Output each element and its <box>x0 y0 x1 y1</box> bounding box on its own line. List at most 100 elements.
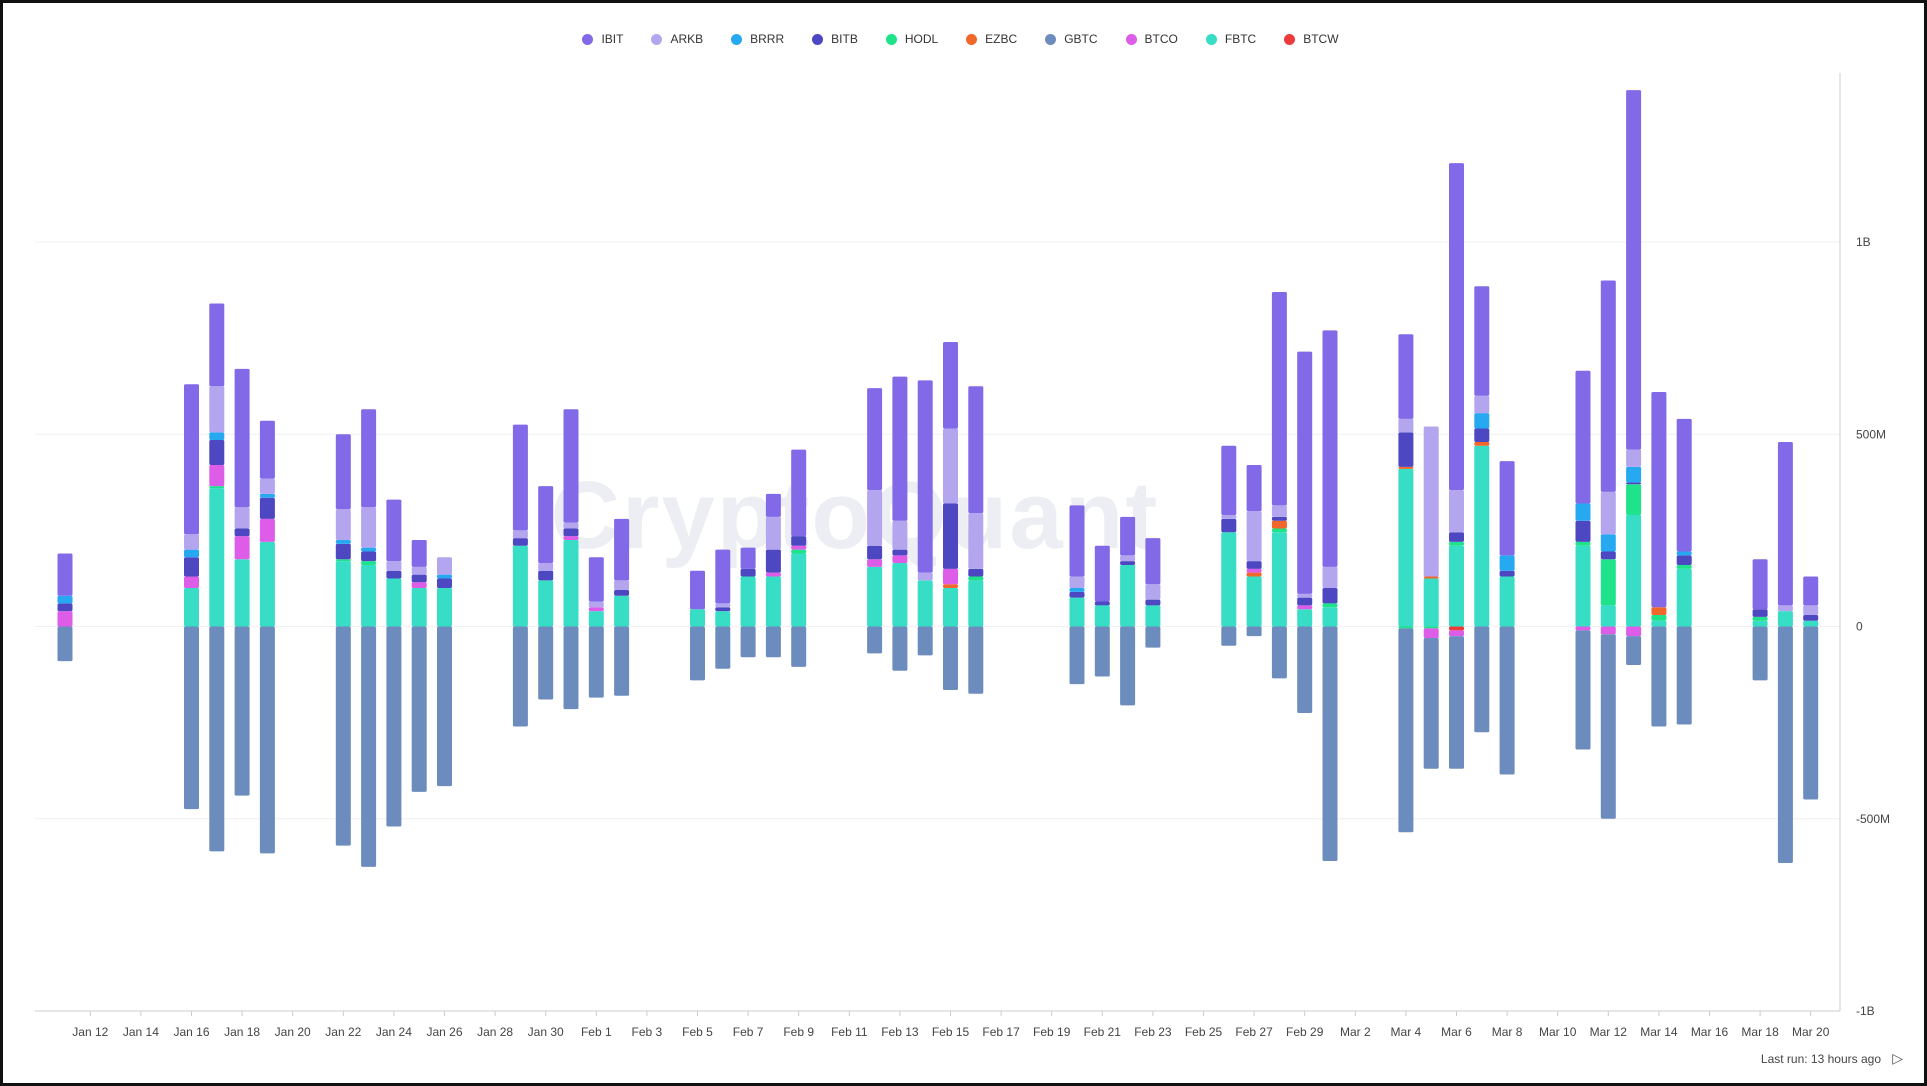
bar-segment-gbtc[interactable] <box>1803 626 1819 800</box>
bar-segment-btco[interactable] <box>1626 626 1642 637</box>
bar-segment-gbtc[interactable] <box>1322 626 1338 862</box>
bar-segment-ibit[interactable] <box>892 376 908 521</box>
bar-segment-ibit[interactable] <box>259 420 275 479</box>
bar-segment-btco[interactable] <box>563 536 579 540</box>
bar-stack-mar-6[interactable] <box>1449 163 1464 769</box>
bar-segment-arkb[interactable] <box>386 561 402 571</box>
bar-segment-btco[interactable] <box>867 559 883 567</box>
bar-segment-bitb[interactable] <box>1094 601 1110 606</box>
bar-segment-hodl[interactable] <box>968 576 984 581</box>
bar-segment-arkb[interactable] <box>614 580 630 590</box>
bar-segment-fbtc[interactable] <box>1145 605 1161 627</box>
bar-segment-ibit[interactable] <box>1676 418 1692 552</box>
bar-segment-gbtc[interactable] <box>184 626 199 810</box>
bar-segment-btco[interactable] <box>209 465 225 487</box>
bar-segment-gbtc[interactable] <box>917 626 933 656</box>
bar-segment-gbtc[interactable] <box>1676 626 1692 725</box>
bar-segment-bitb[interactable] <box>209 440 225 466</box>
bar-segment-ibit[interactable] <box>715 549 731 604</box>
bar-segment-btco[interactable] <box>1575 626 1591 631</box>
bar-segment-gbtc[interactable] <box>690 626 705 681</box>
bar-segment-ibit[interactable] <box>917 380 933 573</box>
bar-stack-jan-26[interactable] <box>437 557 452 787</box>
bar-segment-arkb[interactable] <box>1626 449 1642 467</box>
bar-stack-mar-11[interactable] <box>1575 370 1591 750</box>
bar-segment-arkb[interactable] <box>1600 491 1616 535</box>
bar-segment-ibit[interactable] <box>791 449 807 537</box>
bar-stack-jan-31[interactable] <box>563 409 579 710</box>
bar-segment-gbtc[interactable] <box>1145 626 1161 648</box>
bar-segment-fbtc[interactable] <box>259 541 275 627</box>
bar-segment-brrr[interactable] <box>57 595 73 604</box>
bar-segment-fbtc[interactable] <box>1474 445 1490 627</box>
bar-segment-gbtc[interactable] <box>1069 626 1085 685</box>
bar-segment-fbtc[interactable] <box>1752 620 1768 627</box>
bar-segment-arkb[interactable] <box>209 386 225 433</box>
bar-segment-fbtc[interactable] <box>411 588 427 627</box>
bar-segment-ibit[interactable] <box>1246 465 1262 512</box>
bar-segment-brrr[interactable] <box>335 539 351 544</box>
bar-segment-bitb[interactable] <box>892 549 908 556</box>
bar-segment-fbtc[interactable] <box>867 566 883 627</box>
bar-stack-feb-8[interactable] <box>765 493 781 658</box>
bar-stack-feb-9[interactable] <box>791 449 807 667</box>
bar-segment-bitb[interactable] <box>259 497 275 519</box>
bar-segment-bitb[interactable] <box>1474 428 1490 442</box>
bar-stack-feb-13[interactable] <box>892 376 908 671</box>
bar-segment-bitb[interactable] <box>1803 614 1819 621</box>
bar-segment-fbtc[interactable] <box>512 545 528 627</box>
bar-segment-bitb[interactable] <box>335 543 351 560</box>
bar-segment-gbtc[interactable] <box>1626 636 1642 665</box>
legend-item-brrr[interactable]: BRRR <box>731 32 784 46</box>
bar-segment-fbtc[interactable] <box>1449 545 1464 627</box>
bar-segment-fbtc[interactable] <box>1094 605 1110 627</box>
bar-segment-bitb[interactable] <box>1271 516 1287 521</box>
bar-segment-btcw[interactable] <box>1449 626 1464 631</box>
bar-segment-ibit[interactable] <box>1600 280 1616 492</box>
bar-segment-hodl[interactable] <box>1423 626 1439 629</box>
bar-stack-mar-7[interactable] <box>1474 286 1490 733</box>
bar-segment-gbtc[interactable] <box>614 626 630 696</box>
bar-segment-arkb[interactable] <box>1221 514 1237 519</box>
bar-segment-gbtc[interactable] <box>765 626 781 658</box>
bar-stack-feb-12[interactable] <box>867 388 883 654</box>
bar-stack-feb-1[interactable] <box>588 557 604 698</box>
bar-segment-bitb[interactable] <box>386 570 402 579</box>
bar-segment-gbtc[interactable] <box>1474 626 1490 733</box>
bar-segment-ibit[interactable] <box>1499 461 1515 556</box>
bar-stack-mar-14[interactable] <box>1651 391 1667 727</box>
bar-segment-arkb[interactable] <box>765 516 781 550</box>
legend-item-btco[interactable]: BTCO <box>1125 32 1178 46</box>
bar-segment-ibit[interactable] <box>1271 291 1287 506</box>
bar-segment-hodl[interactable] <box>791 549 807 554</box>
bar-segment-bitb[interactable] <box>57 603 73 612</box>
bar-stack-feb-2[interactable] <box>614 518 630 696</box>
bar-segment-arkb[interactable] <box>1145 584 1161 600</box>
bar-segment-fbtc[interactable] <box>1069 597 1085 627</box>
bar-segment-bitb[interactable] <box>234 528 250 537</box>
bar-segment-arkb[interactable] <box>892 520 908 550</box>
bar-segment-brrr[interactable] <box>1575 503 1591 521</box>
bar-segment-gbtc[interactable] <box>1752 626 1768 681</box>
bar-segment-gbtc[interactable] <box>740 626 756 658</box>
bar-stack-jan-22[interactable] <box>335 434 351 846</box>
bar-segment-btco[interactable] <box>234 536 250 560</box>
bar-segment-fbtc[interactable] <box>715 611 731 627</box>
bar-segment-arkb[interactable] <box>411 566 427 575</box>
bar-segment-gbtc[interactable] <box>867 626 883 654</box>
bar-segment-gbtc[interactable] <box>1246 626 1262 637</box>
bar-stack-feb-27[interactable] <box>1246 465 1262 637</box>
bar-segment-arkb[interactable] <box>1246 511 1262 562</box>
bar-segment-gbtc[interactable] <box>1449 636 1464 769</box>
bar-stack-feb-6[interactable] <box>715 549 731 669</box>
bar-segment-bitb[interactable] <box>943 503 958 569</box>
bar-segment-gbtc[interactable] <box>791 626 807 667</box>
bar-segment-gbtc[interactable] <box>437 626 452 787</box>
bar-segment-hodl[interactable] <box>335 559 351 562</box>
bar-segment-gbtc[interactable] <box>892 626 908 671</box>
bar-segment-hodl[interactable] <box>1271 528 1287 533</box>
bar-segment-ezbc[interactable] <box>1246 572 1262 577</box>
bar-segment-ibit[interactable] <box>765 493 781 517</box>
legend-item-btcw[interactable]: BTCW <box>1284 32 1339 46</box>
bar-segment-ibit[interactable] <box>512 424 528 531</box>
